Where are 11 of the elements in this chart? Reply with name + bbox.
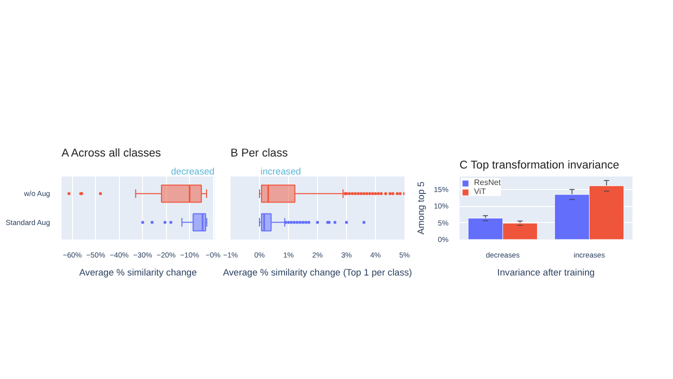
- chart-title: A Across all classes: [62, 148, 162, 160]
- x-axis-title: Average % similarity change: [79, 268, 197, 278]
- legend-label: ResNet: [474, 178, 501, 187]
- chart-title: B Per class: [230, 148, 288, 160]
- annotation: decreased: [170, 166, 214, 176]
- annotation: increased: [260, 166, 301, 176]
- chart-title: C Top transformation invariance: [460, 160, 620, 172]
- legend-label: ViT: [474, 187, 487, 196]
- x-axis-title: Invariance after training: [497, 268, 595, 278]
- y-axis-title: Among top 5: [416, 182, 426, 234]
- x-axis-title: Average % similarity change (Top 1 per class): [222, 268, 412, 278]
